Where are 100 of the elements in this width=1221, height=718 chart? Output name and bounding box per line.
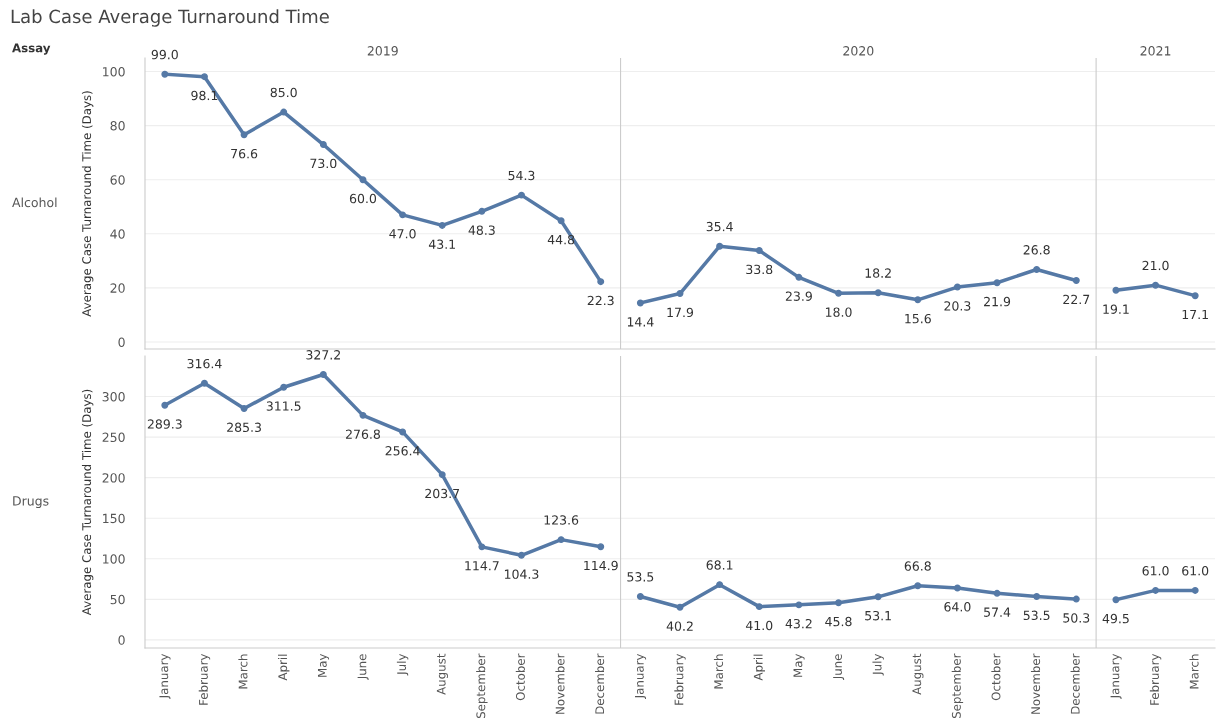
text: Drugs: [13, 496, 49, 509]
x-tick-label: June: [833, 654, 845, 680]
point: [914, 296, 922, 304]
point: [1152, 586, 1160, 594]
x-tick-label: May: [317, 653, 330, 677]
point: [399, 428, 407, 436]
data-label: 61.0: [1142, 566, 1169, 576]
point: [1191, 586, 1199, 594]
data-label: 99.0: [151, 49, 178, 60]
x-tick-label: November: [1030, 653, 1041, 714]
data-label: 41.0: [745, 620, 773, 631]
data-label: 15.6: [905, 313, 931, 324]
point: [518, 551, 525, 559]
x-tick-label: August: [436, 653, 448, 695]
point: [240, 131, 248, 139]
point: [161, 401, 169, 409]
data-label: 114.9: [584, 560, 618, 571]
x-tick-label: December: [595, 653, 605, 714]
data-label: 22.3: [587, 295, 614, 306]
point: [518, 191, 525, 199]
data-label: 53.5: [627, 572, 654, 582]
data-label: 114.7: [465, 561, 499, 571]
point: [953, 584, 961, 592]
x-tick-label: January: [635, 653, 647, 699]
data-label: 21.9: [984, 296, 1011, 307]
data-label: 53.5: [1023, 610, 1050, 621]
text: Assay: [12, 43, 51, 55]
y-tick-label: 60: [110, 175, 125, 185]
point: [597, 543, 605, 551]
text: Alcohol: [12, 197, 57, 208]
point: [1072, 277, 1080, 285]
text: 2019: [367, 46, 398, 56]
data-label: 54.3: [508, 170, 535, 181]
point: [200, 73, 208, 81]
point: [716, 581, 724, 589]
point: [874, 593, 882, 601]
x-tick-label: March: [238, 654, 248, 689]
y-tick-label: 100: [103, 554, 125, 564]
data-label: 26.8: [1023, 245, 1050, 255]
data-label: 68.1: [706, 560, 733, 570]
point: [200, 379, 208, 387]
x-tick-label: September: [951, 653, 964, 718]
point: [438, 471, 446, 479]
data-label: 327.2: [306, 350, 340, 360]
x-tick-label: August: [912, 653, 924, 695]
point: [280, 383, 288, 391]
point: [280, 108, 288, 116]
point: [835, 289, 842, 297]
point: [676, 603, 684, 611]
data-label: 43.2: [785, 618, 812, 629]
point: [1112, 596, 1120, 604]
x-tick-label: April: [753, 654, 765, 681]
data-label: 14.4: [627, 317, 654, 327]
y-tick-label: 0: [118, 337, 125, 347]
y-axis-title: Average Case Turnaround Time (Days): [81, 91, 94, 317]
point: [478, 543, 486, 551]
y-tick-label: 20: [110, 283, 125, 293]
data-label: 316.4: [187, 358, 222, 369]
y-tick-label: 50: [110, 594, 125, 605]
x-tick-label: March: [713, 654, 724, 689]
data-label: 285.3: [227, 422, 261, 433]
x-tick-label: February: [198, 653, 211, 705]
data-label: 43.1: [428, 239, 455, 249]
text: 2021: [1140, 46, 1171, 56]
data-label: 40.2: [666, 621, 693, 631]
point: [676, 290, 684, 298]
data-label: 35.4: [706, 221, 733, 232]
point: [716, 242, 724, 250]
point: [1033, 266, 1041, 273]
point: [1072, 595, 1080, 603]
data-label: 19.1: [1103, 304, 1129, 314]
y-tick-label: 250: [102, 432, 125, 443]
y-tick-label: 40: [110, 229, 125, 239]
data-label: 123.6: [544, 515, 579, 525]
x-tick-label: June: [357, 654, 369, 680]
x-tick-label: October: [991, 653, 1001, 701]
point: [835, 599, 842, 607]
data-label: 66.8: [904, 561, 931, 571]
text: 2020: [843, 46, 874, 56]
point: [636, 299, 644, 307]
point: [993, 589, 1001, 597]
data-label: 47.0: [389, 228, 416, 239]
data-label: 45.8: [825, 616, 852, 627]
point: [1112, 286, 1120, 294]
data-label: 20.3: [944, 301, 971, 311]
point: [319, 141, 327, 149]
point: [240, 405, 248, 412]
point: [478, 207, 486, 215]
x-tick-label: April: [277, 654, 290, 681]
point: [319, 371, 327, 378]
data-label: 18.0: [825, 307, 852, 317]
data-label: 48.3: [468, 225, 495, 235]
y-tick-label: 0: [118, 635, 125, 645]
data-label: 49.5: [1102, 613, 1129, 624]
x-tick-label: December: [1070, 653, 1080, 714]
y-tick-label: 100: [103, 66, 125, 77]
y-tick-label: 300: [102, 392, 125, 402]
point: [795, 273, 803, 281]
point: [438, 221, 446, 229]
x-tick-label: January: [1110, 653, 1122, 699]
